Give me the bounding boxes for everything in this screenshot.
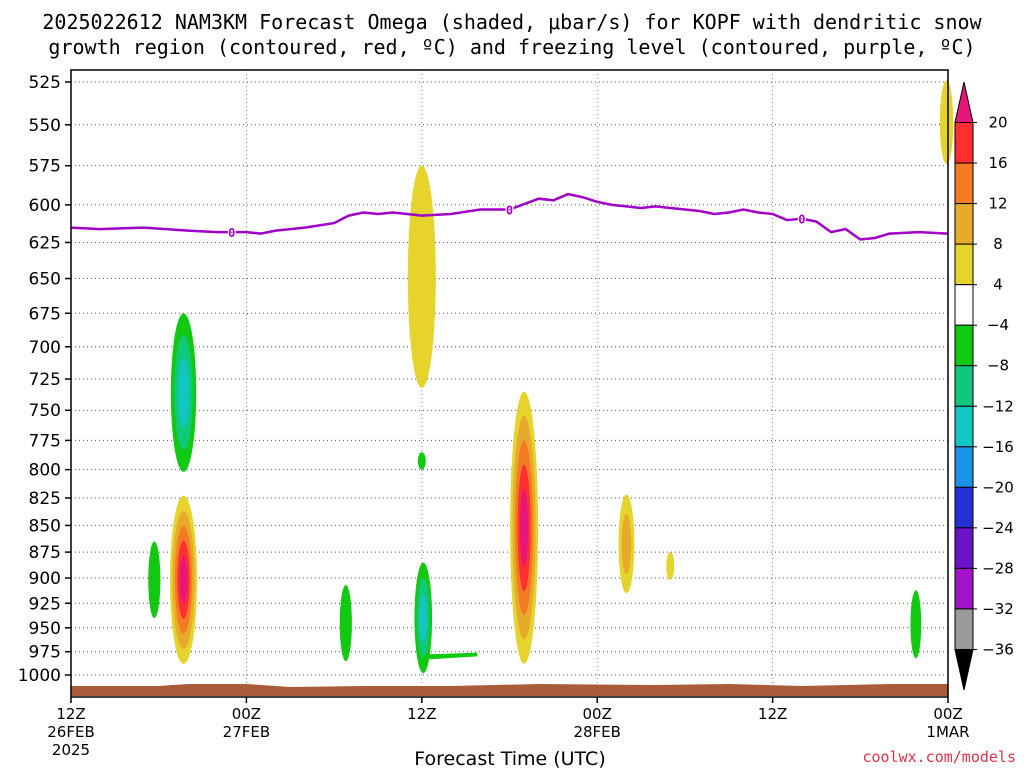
y-tick-label: 675 [29,304,61,324]
omega-contour-11-0 [939,80,954,165]
omega-contour-6-2 [419,593,428,643]
x-tick-time: 00Z [933,705,962,723]
y-tick-label: 725 [29,370,61,390]
y-tick-label: 950 [29,619,61,639]
freezing-level-labels: 0 0 0 [227,203,806,240]
y-tick-label: 900 [29,569,61,589]
x-tick-date: 28FEB [573,723,620,741]
colorbar-top-triangle [954,81,974,124]
credit-text: coolwx.com/models [862,748,1016,766]
colorbar-box [954,486,974,529]
colorbar-box [954,162,974,205]
y-tick-label: 825 [29,489,61,509]
x-tick-time: 12Z [758,705,787,723]
colorbar-label: −16 [982,438,1014,456]
freezing-label-bg [227,226,236,239]
y-tick-label: 875 [29,543,61,563]
colorbar-label: −8 [987,357,1009,375]
omega-streak [423,652,478,660]
colorbar-label: −32 [982,600,1014,618]
colorbar: 20 16 12 8 4 −4 −8 −12 −16 −20 −24 −28 −32 −36 [954,81,1014,691]
terrain-band [71,684,948,696]
colorbar-box [954,324,974,367]
colorbar-box [954,446,974,488]
chart-title-line2: growth region (contoured, red, ºC) and f… [48,35,975,59]
terrain-fill [71,684,948,696]
omega-contour-10-0 [910,590,922,659]
plot-axes [70,69,949,698]
y-tick-label: 1000 [18,666,61,686]
colorbar-bottom-triangle [954,648,974,691]
x-tick-date: 27FEB [223,723,270,741]
plot-area: 0 0 0 [70,69,954,698]
colorbar-box [954,243,974,286]
freezing-label-bg [797,212,806,225]
y-tick-label: 525 [29,73,61,93]
colorbar-box [954,284,974,326]
colorbar-box [954,365,974,407]
colorbar-label: 4 [993,276,1003,294]
omega-contour-4-0 [407,165,436,388]
x-tick-date: 26FEB [47,723,94,741]
y-tick-label: 750 [29,401,61,421]
colorbar-box [954,203,974,245]
y-tick-label: 575 [29,157,61,177]
freezing-level-label: 0 [506,203,513,217]
y-tick-label: 600 [29,196,61,216]
x-tick-time: 12Z [407,705,436,723]
freezing-label-bg [505,203,514,216]
omega-contour-7-4 [520,488,529,567]
colorbar-label: 20 [988,114,1007,132]
freezing-level-label: 0 [798,213,805,227]
y-tick-label: 650 [29,270,61,290]
colorbar-label: −36 [982,640,1014,658]
y-tick-label: 625 [29,233,61,253]
y-tick-label: 975 [29,643,61,663]
freezing-level-label: 0 [228,226,235,240]
y-tick-label: 850 [29,516,61,536]
omega-contour-9-0 [666,552,675,581]
colorbar-label: −28 [982,559,1014,577]
colorbar-box [954,567,974,610]
x-tick-time: 00Z [583,705,612,723]
y-tick-label: 925 [29,594,61,614]
y-tick-label: 700 [29,338,61,358]
colorbar-box [954,122,974,164]
x-tick-year: 2025 [52,741,90,759]
omega-contour-1-4 [179,555,188,604]
x-tick-date: 1MAR [926,723,969,741]
omega-contour-0-2 [177,357,190,428]
x-tick-time: 00Z [232,705,261,723]
colorbar-label: −4 [987,316,1009,334]
chart-title-line1: 2025022612 NAM3KM Forecast Omega (shaded… [42,10,982,34]
omega-contour-5-0 [417,452,426,470]
omega-shading [148,80,954,674]
freezing-level-contour [70,192,949,241]
colorbar-label: −20 [982,478,1014,496]
y-tick-label: 775 [29,431,61,451]
colorbar-box [954,405,974,448]
colorbar-label: 16 [988,154,1007,172]
grid-lines [70,70,949,697]
colorbar-box [954,527,974,569]
omega-contour-8-1 [621,513,632,575]
colorbar-label: 8 [993,235,1003,253]
y-tick-label: 800 [29,461,61,481]
omega-contour-2-0 [148,541,161,619]
x-axis-label: Forecast Time (UTC) [414,748,605,768]
colorbar-box [954,608,974,650]
omega-contour-3-0 [339,585,352,662]
colorbar-label: 12 [988,195,1007,213]
colorbar-label: −12 [982,397,1014,415]
colorbar-label: −24 [982,519,1014,537]
y-axis-ticks: 525 550 575 600 625 650 675 700 725 750 775 800 825 8… [18,73,71,686]
plot-frame [70,69,949,698]
y-tick-label: 550 [29,116,61,136]
x-tick-time: 12Z [56,705,85,723]
